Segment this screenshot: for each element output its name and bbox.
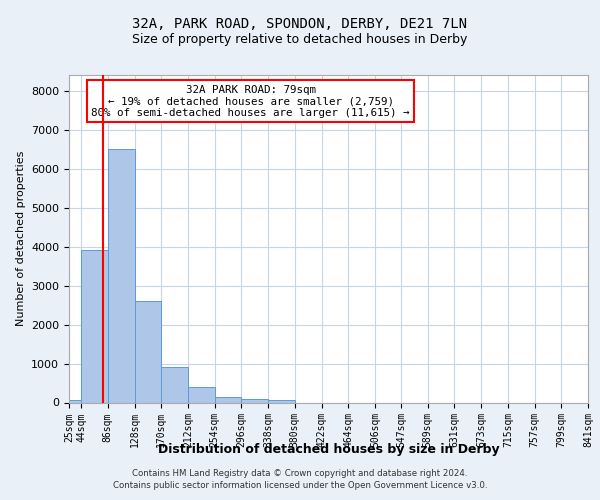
Bar [108,149,134,403]
Y-axis label: Number of detached properties: Number of detached properties [16,151,26,326]
Text: Distribution of detached houses by size in Derby: Distribution of detached houses by size … [158,442,500,456]
Text: Contains public sector information licensed under the Open Government Licence v3: Contains public sector information licen… [113,481,487,490]
Text: Contains HM Land Registry data © Crown copyright and database right 2024.: Contains HM Land Registry data © Crown c… [132,469,468,478]
Bar [268,400,295,402]
Bar [69,400,81,402]
Text: 32A, PARK ROAD, SPONDON, DERBY, DE21 7LN: 32A, PARK ROAD, SPONDON, DERBY, DE21 7LN [133,18,467,32]
Bar [134,301,161,402]
Bar [161,368,188,402]
Bar [188,388,215,402]
Bar [215,398,241,402]
Text: Size of property relative to detached houses in Derby: Size of property relative to detached ho… [133,32,467,46]
Bar [81,250,108,402]
Bar [241,398,268,402]
Text: 32A PARK ROAD: 79sqm
← 19% of detached houses are smaller (2,759)
80% of semi-de: 32A PARK ROAD: 79sqm ← 19% of detached h… [91,85,410,118]
